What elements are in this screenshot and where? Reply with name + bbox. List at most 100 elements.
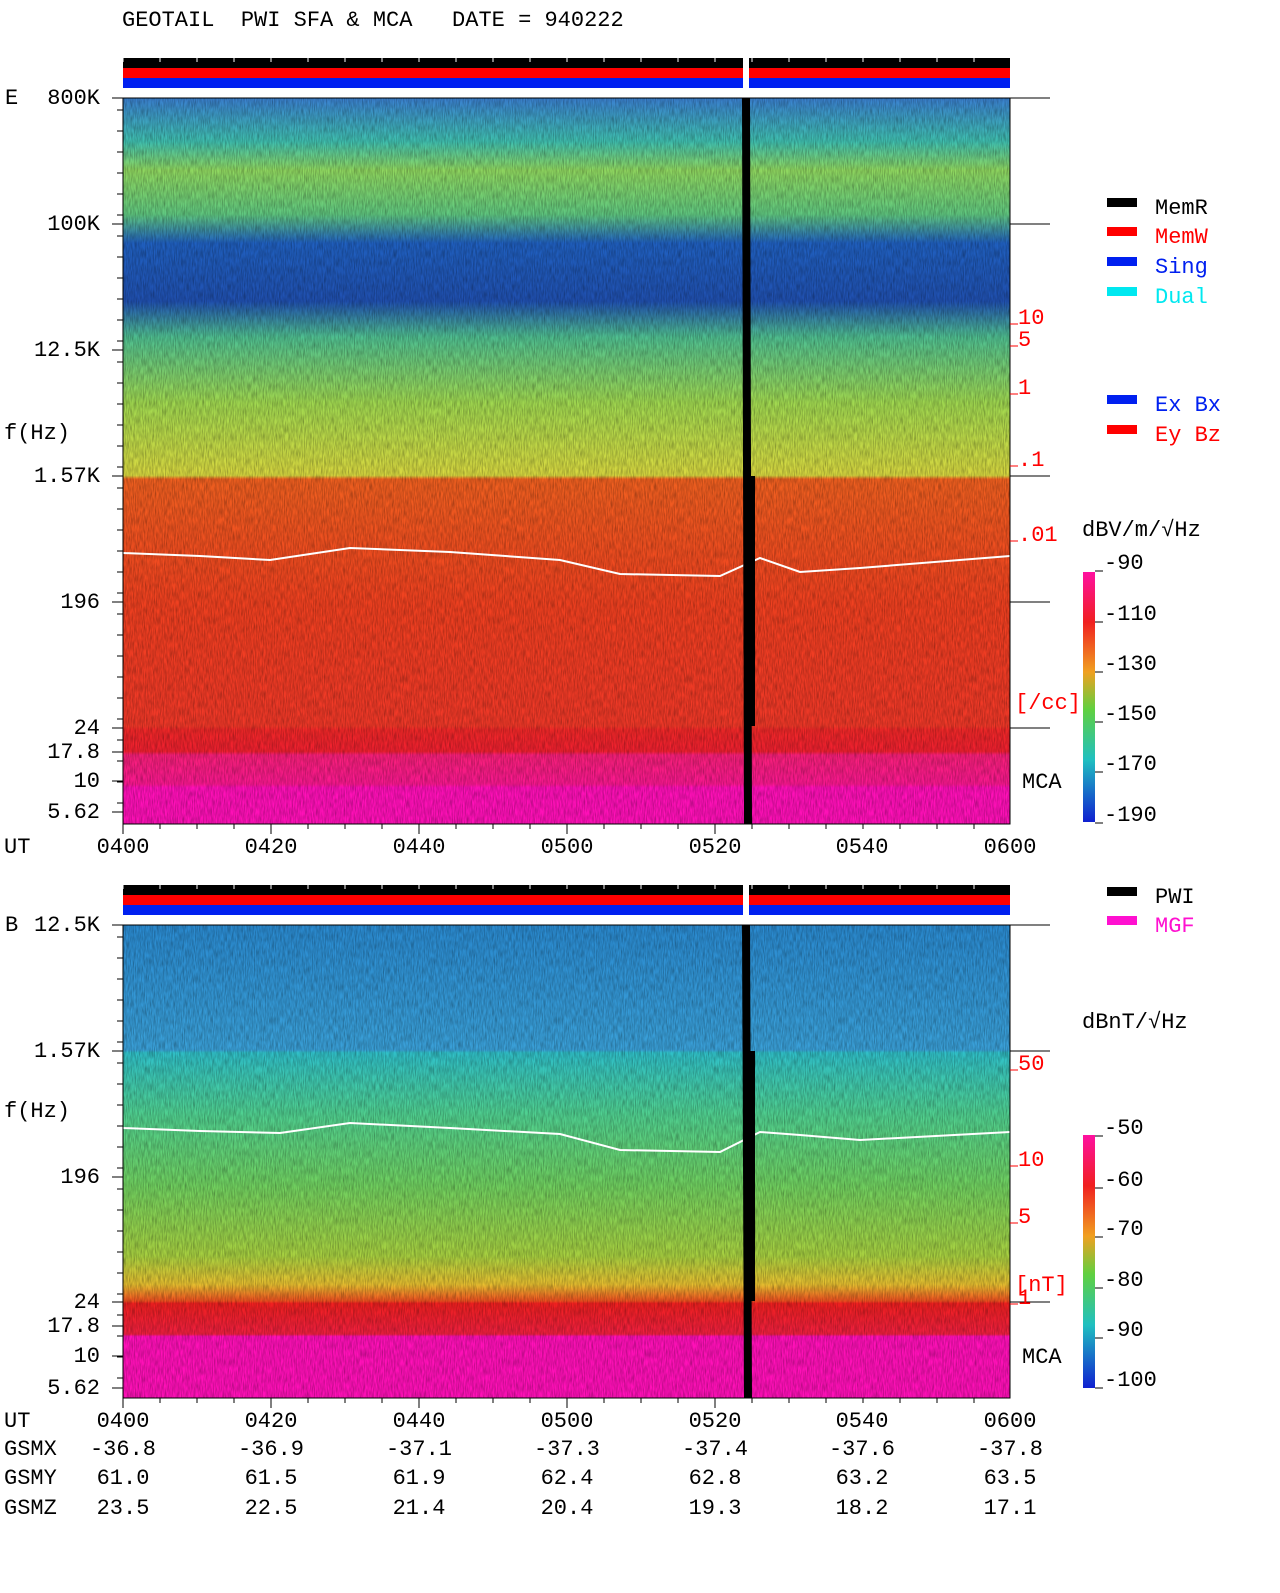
orbit-value: 18.2 (836, 1496, 889, 1521)
spectrogram-e (122, 98, 1011, 824)
legend-label: MemR (1155, 196, 1208, 221)
orbit-value: -36.9 (238, 1437, 304, 1462)
orbit-value: 61.9 (393, 1466, 446, 1491)
spectrogram-b (122, 925, 1011, 1398)
fce-line (122, 546, 1011, 578)
orbit-value: -36.8 (90, 1437, 156, 1462)
density-tick-label: 50 (1018, 1052, 1044, 1077)
status-bar (123, 68, 1010, 78)
orbit-value: 62.4 (541, 1466, 594, 1491)
x-tick-label: 0600 (984, 835, 1037, 860)
legend-swatch (1107, 395, 1137, 404)
texture (123, 925, 1010, 1398)
y-tick-label: 800K (47, 86, 101, 111)
orbit-value: 0440 (393, 1409, 446, 1434)
y-tick-label: 12.5K (34, 913, 101, 938)
orbit-value: 61.0 (97, 1466, 150, 1491)
density-tick-label: .01 (1018, 523, 1058, 548)
title: GEOTAIL PWI SFA & MCA DATE = 940222 (122, 8, 624, 33)
legend-label: Dual (1155, 285, 1208, 310)
legend-label: PWI (1155, 885, 1195, 910)
orbit-value: -37.1 (386, 1437, 452, 1462)
density-tick-label: 5 (1018, 1205, 1031, 1230)
x-tick-label: 0520 (689, 835, 742, 860)
density-tick-label: 10 (1018, 306, 1044, 331)
legend-swatch (1107, 227, 1137, 236)
colorbar-tick-label: -90 (1104, 551, 1144, 576)
x-tick-label: 0400 (97, 835, 150, 860)
legend-label: Ey Bz (1155, 423, 1221, 448)
legend-label: MemW (1155, 225, 1209, 250)
colorbar-tick-label: -130 (1104, 652, 1157, 677)
data-gap (745, 1051, 755, 1301)
colorbar (1083, 1135, 1095, 1388)
panel-label: B (5, 913, 18, 938)
fce-line (122, 1121, 1011, 1154)
status-bar (123, 905, 1010, 915)
density-tick-label: 1 (1018, 376, 1031, 401)
mca-label: MCA (1022, 1345, 1062, 1370)
colorbar-tick-label: -150 (1104, 702, 1157, 727)
orbit-value: 22.5 (245, 1496, 298, 1521)
colorbar-units: dBnT/√Hz (1082, 1010, 1188, 1035)
orbit-value: 62.8 (689, 1466, 742, 1491)
y-tick-label: 12.5K (34, 338, 101, 363)
orbit-value: 21.4 (393, 1496, 446, 1521)
legend-label: Sing (1155, 255, 1208, 280)
legend-swatch (1107, 425, 1137, 434)
status-bar (123, 885, 1010, 895)
legend-swatch (1107, 287, 1137, 296)
x-axis-label: UT (4, 835, 30, 860)
colorbar-tick-label: -100 (1104, 1368, 1157, 1393)
legend-label: Ex Bx (1155, 393, 1221, 418)
y-tick-label: 5.62 (47, 1376, 100, 1401)
y-tick-label: 17.8 (47, 1314, 100, 1339)
data-gap (745, 476, 755, 726)
y-tick-label: 196 (60, 590, 100, 615)
y-tick-label: 24 (74, 716, 100, 741)
colorbar-tick-label: -60 (1104, 1168, 1144, 1193)
orbit-value: 61.5 (245, 1466, 298, 1491)
orbit-value: 20.4 (541, 1496, 594, 1521)
density-tick-label: .1 (1018, 448, 1044, 473)
legend-swatch (1107, 887, 1137, 896)
x-tick-label: 0440 (393, 835, 446, 860)
colorbar-tick-label: -80 (1104, 1268, 1144, 1293)
orbit-value: -37.4 (682, 1437, 748, 1462)
orbit-value: -37.6 (829, 1437, 895, 1462)
colorbar-units: dBV/m/√Hz (1082, 518, 1201, 543)
x-tick-label: 0500 (541, 835, 594, 860)
colorbar-tick-label: -90 (1104, 1318, 1144, 1343)
density-tick-label: 1 (1018, 1286, 1031, 1311)
status-bar (123, 895, 1010, 905)
orbit-label: UT (4, 1409, 30, 1434)
density-tick-label: 5 (1018, 328, 1031, 353)
orbit-value: 0540 (836, 1409, 889, 1434)
orbit-value: 19.3 (689, 1496, 742, 1521)
legend-swatch (1107, 257, 1137, 266)
y-tick-label: 196 (60, 1165, 100, 1190)
y-axis-label: f(Hz) (4, 421, 70, 446)
legend-swatch (1107, 198, 1137, 207)
status-bar (123, 58, 1010, 68)
orbit-value: 0420 (245, 1409, 298, 1434)
y-tick-label: 10 (74, 769, 100, 794)
density-unit: [/cc] (1015, 691, 1081, 716)
x-tick-label: 0540 (836, 835, 889, 860)
y-tick-label: 5.62 (47, 800, 100, 825)
status-gap (743, 885, 749, 915)
y-tick-label: 17.8 (47, 740, 100, 765)
y-tick-label: 1.57K (34, 1039, 101, 1064)
density-tick-label: 10 (1018, 1148, 1044, 1173)
orbit-value: -37.3 (534, 1437, 600, 1462)
orbit-value: 63.5 (984, 1466, 1037, 1491)
orbit-value: 0400 (97, 1409, 150, 1434)
legend-label: MGF (1155, 914, 1195, 939)
y-tick-label: 1.57K (34, 464, 101, 489)
colorbar-tick-label: -170 (1104, 752, 1157, 777)
orbit-value: 0500 (541, 1409, 594, 1434)
orbit-value: 17.1 (984, 1496, 1037, 1521)
y-tick-label: 100K (47, 212, 101, 237)
